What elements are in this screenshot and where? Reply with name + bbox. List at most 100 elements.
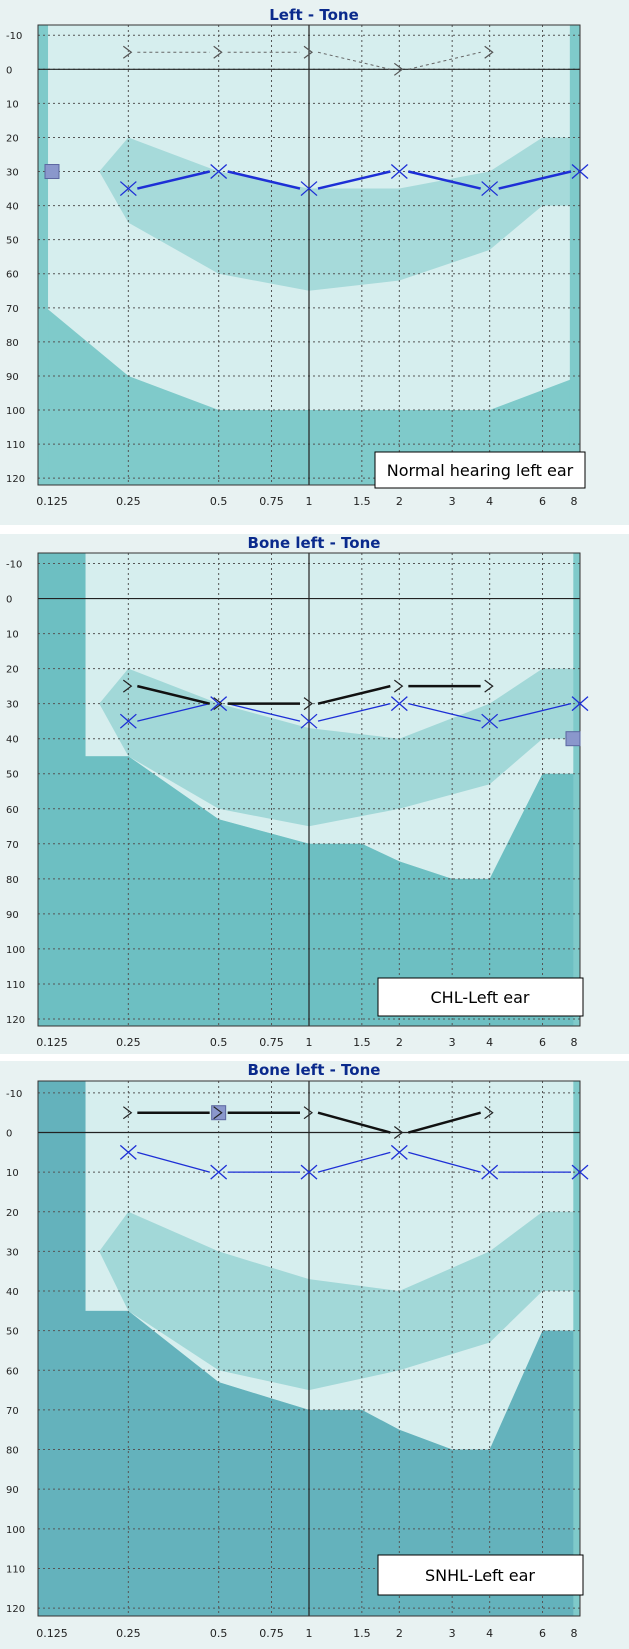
bone-marker	[393, 1126, 404, 1139]
masking-marker	[211, 1105, 227, 1121]
y-tick-label: 110	[6, 440, 25, 451]
air-x-marker	[390, 1144, 408, 1160]
bone-conduction-line	[408, 51, 481, 70]
y-tick-label: 10	[6, 99, 19, 110]
air-conduction-line	[227, 170, 301, 190]
shaded-band-lower	[38, 301, 580, 485]
chart-title: Bone left - Tone	[248, 534, 381, 552]
y-tick-label: 60	[6, 805, 19, 816]
y-tick-label: 30	[6, 1247, 19, 1258]
x-tick-label: 2	[396, 1036, 403, 1049]
air-x-marker	[481, 1164, 499, 1180]
panel-label-box: SNHL-Left ear	[377, 1554, 584, 1596]
air-conduction-line	[408, 703, 481, 722]
panel-label: CHL-Left ear	[430, 988, 529, 1007]
shaded-band-upper	[99, 137, 580, 291]
y-tick-label: 50	[6, 1327, 19, 1338]
y-tick-label: 20	[6, 133, 19, 144]
y-tick-label: 100	[6, 1525, 25, 1536]
plot-frame	[37, 552, 581, 1027]
audiogram-panel-snhl: -10 0 10 20 30 40 50 60 70 80 90 100 110 120 0.125 0.25…	[0, 1061, 629, 1649]
bone-marker	[484, 45, 494, 59]
x-tick-label: 3	[449, 1627, 456, 1640]
shaded-band-dark	[38, 553, 580, 1026]
bone-marker	[213, 45, 223, 59]
edge-band-right	[573, 553, 580, 1026]
bone-conduction-line	[317, 1111, 391, 1134]
x-tick-label: 0.75	[259, 495, 284, 508]
bone-conduction-line	[317, 51, 391, 70]
air-x-marker	[300, 713, 318, 729]
y-tick-label: 40	[6, 1287, 19, 1298]
audiogram-panel-normal: -10 0 10 20 30 40 50 60 70 80 90 100 110 120 0.125 0.25…	[0, 0, 629, 525]
y-tick-label: 90	[6, 1485, 19, 1496]
y-tick-label: 50	[6, 770, 19, 781]
y-tick-label: 10	[6, 630, 19, 641]
x-tick-label: 0.125	[36, 1627, 68, 1640]
edge-band-right	[569, 25, 580, 485]
air-x-marker	[210, 1164, 228, 1180]
edge-band-right	[573, 1081, 580, 1616]
edge-band-left	[38, 25, 49, 485]
x-tick-label: 4	[486, 495, 493, 508]
y-tick-label: 0	[6, 595, 12, 606]
bone-marker	[303, 697, 313, 711]
y-tick-label: 40	[6, 735, 19, 746]
x-tick-label: 1.5	[353, 1036, 371, 1049]
y-tick-label: 30	[6, 700, 19, 711]
bone-marker	[213, 697, 223, 711]
y-tick-label: 0	[6, 65, 12, 76]
x-tick-label: 4	[486, 1036, 493, 1049]
x-tick-label: 0.75	[259, 1036, 284, 1049]
masking-marker	[44, 164, 60, 180]
y-tick-label: 100	[6, 945, 25, 956]
air-x-marker	[571, 164, 589, 180]
air-x-marker	[300, 181, 318, 197]
y-tick-label: 110	[6, 980, 25, 991]
x-tick-label: 6	[539, 495, 546, 508]
y-tick-label: 90	[6, 910, 19, 921]
y-tick-label: 120	[6, 474, 25, 485]
bone-marker	[393, 62, 404, 76]
panel-label: SNHL-Left ear	[425, 1566, 535, 1585]
air-conduction-line	[137, 703, 210, 722]
bone-marker	[213, 1106, 223, 1120]
y-tick-label: 80	[6, 875, 19, 886]
air-conduction-line	[498, 703, 572, 722]
air-conduction-line	[498, 170, 572, 190]
bone-marker	[303, 45, 313, 59]
air-conduction-line	[137, 170, 210, 190]
air-x-marker	[119, 1144, 137, 1160]
masking-marker	[565, 731, 581, 747]
bone-marker	[484, 679, 494, 693]
air-x-marker	[300, 1164, 318, 1180]
bone-marker	[122, 679, 133, 693]
x-tick-label: 1.5	[353, 495, 371, 508]
air-conduction-line	[317, 170, 391, 190]
x-tick-label: 1	[306, 495, 313, 508]
bone-conduction-line	[408, 1111, 481, 1134]
x-tick-label: 0.5	[210, 1036, 228, 1049]
air-x-marker	[481, 181, 499, 197]
bone-marker	[484, 1106, 494, 1120]
shaded-band-upper	[99, 1211, 580, 1391]
x-tick-label: 0.25	[116, 495, 141, 508]
y-tick-label: 120	[6, 1015, 25, 1026]
y-tick-label: 20	[6, 1208, 19, 1219]
audiogram-panel-chl: -10 0 10 20 30 40 50 60 70 80 90 100 110 120 0.125 0.25…	[0, 534, 629, 1054]
x-tick-label: 6	[539, 1036, 546, 1049]
air-conduction-line	[137, 1151, 210, 1173]
x-tick-label: 0.5	[210, 1627, 228, 1640]
x-tick-label: 3	[449, 1036, 456, 1049]
y-tick-label: 100	[6, 406, 25, 417]
y-tick-label: 30	[6, 168, 19, 179]
y-tick-label: 70	[6, 304, 19, 315]
air-conduction-line	[408, 1151, 481, 1173]
x-tick-label: 3	[449, 495, 456, 508]
y-tick-label: 90	[6, 372, 19, 383]
x-tick-label: 4	[486, 1627, 493, 1640]
air-x-marker	[571, 1164, 589, 1180]
y-tick-label: 120	[6, 1604, 25, 1615]
air-conduction-line	[317, 1151, 391, 1173]
